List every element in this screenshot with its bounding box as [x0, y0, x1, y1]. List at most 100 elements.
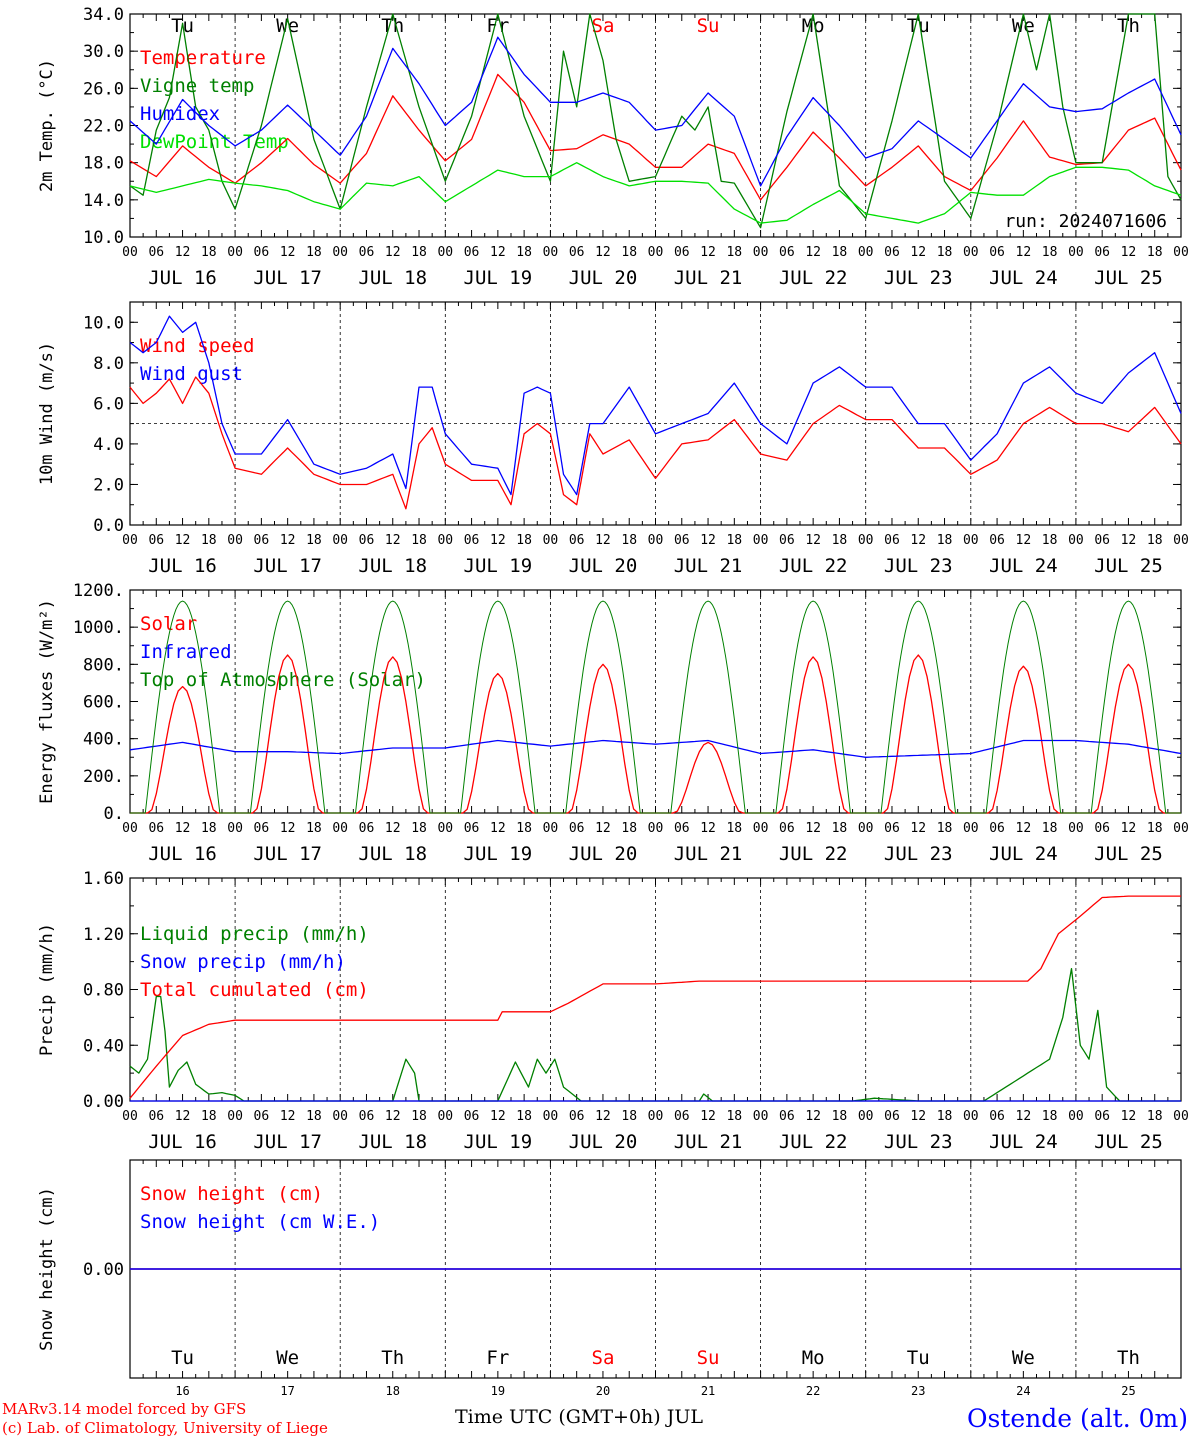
y-tick-label: 18.0 [83, 154, 124, 174]
x-hour-label: 00 [1068, 821, 1084, 836]
x-hour-label: 18 [832, 821, 848, 836]
y-tick-label: 1.60 [83, 869, 124, 889]
y-tick-label: 0.00 [83, 1092, 124, 1112]
x-date-label: JUL 20 [569, 267, 638, 289]
day-number-label: 18 [386, 1384, 400, 1398]
x-hour-label: 18 [1042, 533, 1058, 548]
x-hour-label: 18 [1042, 245, 1058, 260]
x-hour-label: 06 [779, 245, 795, 260]
x-hour-label: 00 [437, 533, 453, 548]
x-date-label: JUL 23 [884, 843, 953, 865]
x-hour-label: 18 [411, 245, 427, 260]
day-number-label: 25 [1121, 1384, 1135, 1398]
x-hour-label: 06 [464, 245, 480, 260]
x-hour-label: 06 [989, 821, 1005, 836]
x-hour-label: 06 [464, 821, 480, 836]
x-date-label: JUL 22 [779, 267, 848, 289]
model-line: MARv3.14 model forced by GFS [2, 1400, 247, 1418]
x-hour-label: 12 [910, 1109, 926, 1124]
x-hour-label: 00 [1068, 1109, 1084, 1124]
x-hour-label: 06 [359, 821, 375, 836]
x-hour-label: 18 [937, 1109, 953, 1124]
series-top-of-atmosphere-solar- [130, 600, 1181, 814]
x-hour-label: 00 [648, 1109, 664, 1124]
x-hour-label: 18 [1147, 533, 1163, 548]
x-hour-label: 00 [1173, 533, 1189, 548]
x-date-label: JUL 18 [358, 843, 427, 865]
x-hour-label: 00 [227, 821, 243, 836]
y-tick-label: 26.0 [83, 79, 124, 99]
x-hour-label: 12 [1016, 533, 1032, 548]
x-hour-label: 00 [963, 533, 979, 548]
x-hour-label: 12 [175, 1109, 191, 1124]
weekday-label: We [1012, 1347, 1035, 1369]
x-date-label: JUL 17 [253, 843, 322, 865]
x-date-label: JUL 24 [989, 555, 1058, 577]
weekday-label: Fr [486, 1347, 509, 1369]
x-hour-label: 18 [621, 1109, 637, 1124]
x-date-label: JUL 16 [148, 1131, 217, 1153]
weekday-label: Sa [592, 1347, 615, 1369]
day-number-label: 17 [280, 1384, 294, 1398]
x-hour-label: 12 [910, 533, 926, 548]
x-hour-label: 18 [937, 821, 953, 836]
x-date-label: JUL 21 [674, 1131, 743, 1153]
x-hour-label: 00 [753, 533, 769, 548]
x-hour-label: 12 [175, 245, 191, 260]
x-hour-label: 06 [148, 821, 164, 836]
x-hour-label: 18 [726, 1109, 742, 1124]
weekday-label: We [1012, 15, 1035, 37]
x-hour-label: 00 [227, 1109, 243, 1124]
x-date-label: JUL 21 [674, 267, 743, 289]
x-hour-label: 18 [306, 245, 322, 260]
legend-top-of-atmosphere-solar-: Top of Atmosphere (Solar) [140, 669, 426, 691]
y-tick-label: 10.0 [83, 313, 124, 333]
x-hour-label: 06 [254, 1109, 270, 1124]
x-hour-label: 06 [148, 245, 164, 260]
x-hour-label: 06 [254, 245, 270, 260]
x-date-label: JUL 18 [358, 555, 427, 577]
x-date-label: JUL 21 [674, 555, 743, 577]
x-date-label: JUL 24 [989, 843, 1058, 865]
y-tick-label: 200. [83, 767, 124, 787]
x-date-label: JUL 19 [464, 843, 533, 865]
y-tick-label: 1000. [73, 618, 124, 638]
x-hour-label: 00 [648, 533, 664, 548]
x-hour-label: 12 [385, 821, 401, 836]
weekday-label: Su [697, 15, 720, 37]
x-date-label: JUL 22 [779, 1131, 848, 1153]
y-tick-label: 10.0 [83, 228, 124, 248]
weekday-label: Th [381, 1347, 404, 1369]
x-hour-label: 12 [595, 821, 611, 836]
legend-snow-height-cm-w-e-: Snow height (cm W.E.) [140, 1211, 380, 1233]
legend-snow-height-cm-: Snow height (cm) [140, 1183, 323, 1205]
x-hour-label: 18 [1042, 821, 1058, 836]
x-hour-label: 06 [884, 1109, 900, 1124]
x-date-label: JUL 25 [1094, 1131, 1163, 1153]
x-hour-label: 06 [989, 245, 1005, 260]
x-hour-label: 18 [516, 1109, 532, 1124]
x-date-label: JUL 23 [884, 555, 953, 577]
x-hour-label: 12 [1121, 533, 1137, 548]
weekday-label: We [276, 15, 299, 37]
x-hour-label: 18 [201, 533, 217, 548]
x-hour-label: 12 [1121, 821, 1137, 836]
x-hour-label: 12 [700, 821, 716, 836]
x-hour-label: 00 [648, 821, 664, 836]
x-hour-label: 12 [280, 821, 296, 836]
x-hour-label: 06 [254, 533, 270, 548]
x-hour-label: 12 [490, 821, 506, 836]
legend-vigne-temp: Vigne temp [140, 75, 254, 97]
legend-wind-speed: Wind speed [140, 335, 254, 357]
x-hour-label: 06 [779, 1109, 795, 1124]
weekday-label: Th [1117, 1347, 1140, 1369]
x-date-label: JUL 19 [464, 267, 533, 289]
x-date-label: JUL 24 [989, 1131, 1058, 1153]
series-total-cumulated-cm- [129, 895, 1181, 1099]
x-hour-label: 18 [1147, 1109, 1163, 1124]
weekday-label: Sa [592, 15, 615, 37]
y-axis-label: Energy fluxes (W/m²) [37, 599, 57, 804]
x-hour-label: 06 [464, 533, 480, 548]
x-date-label: JUL 20 [569, 555, 638, 577]
